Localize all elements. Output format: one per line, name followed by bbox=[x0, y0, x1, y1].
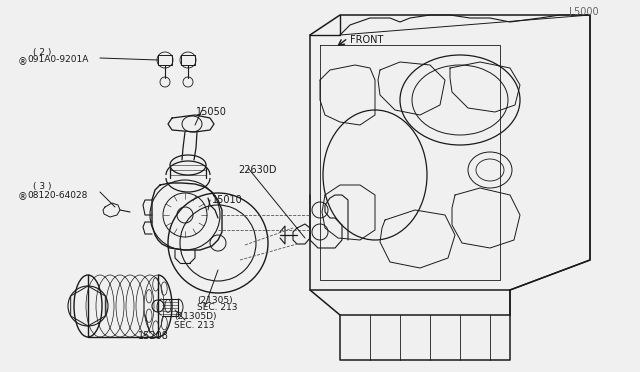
Text: SEC. 213: SEC. 213 bbox=[174, 321, 214, 330]
Text: (21305): (21305) bbox=[197, 295, 232, 305]
Text: ®: ® bbox=[18, 57, 28, 67]
Text: SEC. 213: SEC. 213 bbox=[197, 304, 237, 312]
Text: J 5000: J 5000 bbox=[568, 7, 598, 17]
Text: ®: ® bbox=[18, 192, 28, 202]
Text: 091A0-9201A: 091A0-9201A bbox=[27, 55, 88, 64]
Text: 15208: 15208 bbox=[138, 331, 169, 341]
Text: ( 3 ): ( 3 ) bbox=[33, 183, 51, 192]
Text: 08120-64028: 08120-64028 bbox=[27, 190, 88, 199]
Text: FRONT: FRONT bbox=[350, 35, 383, 45]
Text: ( 2 ): ( 2 ) bbox=[33, 48, 51, 57]
Text: 22630D: 22630D bbox=[238, 165, 276, 175]
Text: (21305D): (21305D) bbox=[174, 312, 216, 321]
Text: 15010: 15010 bbox=[212, 195, 243, 205]
Text: 15050: 15050 bbox=[196, 107, 227, 117]
